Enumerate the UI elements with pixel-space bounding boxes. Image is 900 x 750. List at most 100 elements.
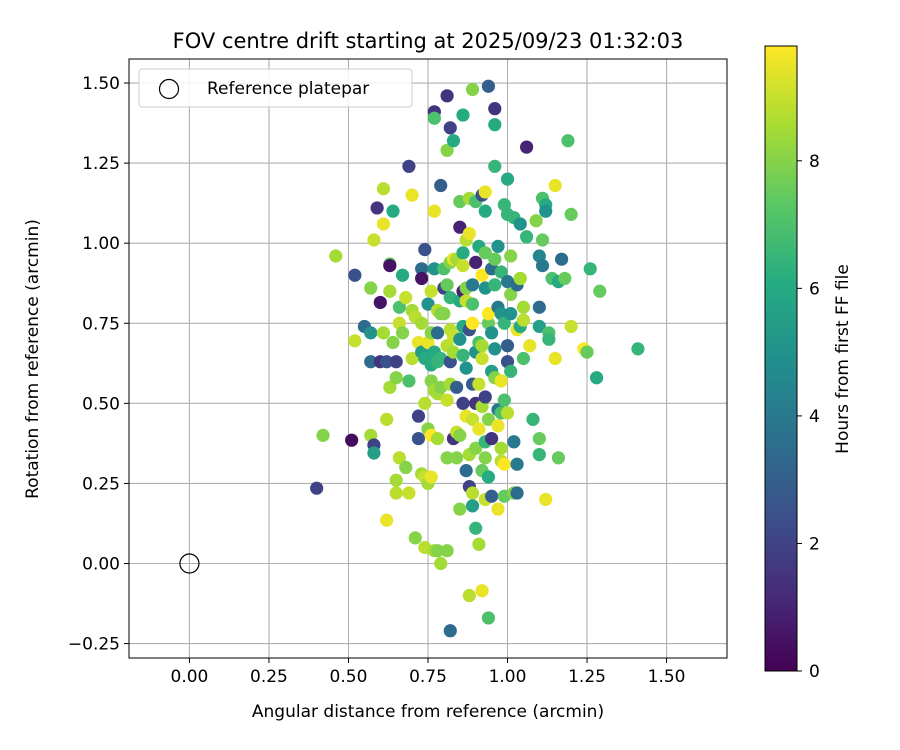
data-point: [389, 355, 403, 369]
data-point: [510, 486, 524, 500]
data-point: [478, 204, 492, 218]
data-point: [389, 486, 403, 500]
data-point: [456, 348, 470, 362]
data-point: [440, 451, 454, 465]
colorbar-tick-label: 4: [809, 407, 820, 427]
colorbar-gradient: [764, 45, 798, 672]
data-point: [469, 255, 483, 270]
data-point: [494, 265, 508, 279]
data-point: [485, 431, 499, 446]
y-tick-label: 0.25: [82, 474, 120, 494]
data-point: [465, 278, 480, 292]
data-point: [411, 431, 426, 446]
data-point: [532, 300, 546, 314]
data-point: [427, 204, 441, 218]
data-point: [364, 355, 378, 369]
data-point: [504, 249, 518, 263]
y-tick-label: 0.50: [82, 394, 120, 414]
colorbar-tick-label: 8: [809, 152, 820, 172]
data-point: [478, 185, 492, 199]
data-point: [376, 326, 391, 340]
data-point: [405, 188, 419, 202]
data-point: [488, 278, 502, 292]
data-point: [402, 486, 416, 500]
data-point: [535, 233, 550, 247]
data-point: [532, 447, 546, 462]
data-point: [469, 521, 483, 535]
data-point: [430, 431, 445, 446]
y-tick-label: −0.25: [68, 635, 120, 655]
data-point: [345, 433, 359, 447]
data-point: [418, 242, 432, 257]
data-point: [475, 268, 489, 282]
reference-marker-layer: [179, 553, 200, 574]
data-point: [497, 457, 511, 471]
data-point: [465, 499, 480, 513]
data-point: [424, 284, 438, 298]
data-point: [526, 412, 540, 426]
data-point: [440, 143, 454, 157]
data-point: [376, 182, 391, 196]
data-point: [488, 118, 502, 132]
data-point: [497, 393, 511, 407]
data-point: [485, 326, 499, 340]
data-point: [386, 335, 400, 350]
data-point: [434, 178, 448, 193]
data-point: [520, 140, 534, 154]
data-point: [491, 239, 505, 253]
data-point: [481, 470, 496, 484]
data-point: [583, 262, 597, 276]
data-point: [481, 307, 496, 321]
data-point: [465, 316, 480, 330]
data-point: [497, 316, 511, 330]
reference-platepar-marker: [179, 553, 200, 574]
data-point: [424, 470, 438, 484]
colorbar-ticks: 0 2 4 6 8: [797, 152, 820, 682]
data-point: [389, 473, 403, 487]
data-point: [446, 134, 461, 148]
data-point: [475, 339, 489, 353]
data-point: [450, 380, 464, 394]
y-tick-label: 1.25: [82, 154, 120, 174]
data-point: [548, 178, 562, 193]
data-point: [535, 259, 550, 273]
x-tick-label: 0.75: [409, 667, 447, 687]
x-axis-label: Angular distance from reference (arcmin): [252, 702, 604, 722]
data-point: [523, 339, 537, 353]
data-point: [430, 544, 445, 558]
data-point: [532, 319, 546, 334]
data-point: [450, 451, 464, 465]
data-point: [472, 537, 486, 551]
data-point: [510, 457, 524, 471]
data-point: [564, 319, 578, 334]
legend-reference-marker: [158, 78, 180, 100]
data-point: [440, 278, 454, 292]
data-point: [475, 351, 489, 366]
data-point: [453, 332, 467, 346]
x-tick-label: 0.25: [250, 667, 288, 687]
data-point: [516, 300, 531, 314]
x-tick-label: 1.50: [648, 667, 686, 687]
data-point: [589, 371, 604, 385]
data-point: [488, 159, 502, 173]
data-point: [364, 281, 378, 295]
data-point: [386, 204, 400, 218]
data-point: [465, 412, 480, 426]
data-point: [408, 531, 422, 545]
data-point: [383, 259, 397, 273]
data-point: [370, 201, 384, 215]
data-point: [481, 611, 496, 625]
data-point: [411, 409, 426, 423]
data-point: [465, 82, 480, 97]
data-point: [475, 584, 489, 598]
data-point: [399, 291, 413, 305]
data-point: [329, 249, 343, 263]
data-point: [465, 297, 480, 311]
x-tick-label: 0.50: [330, 667, 368, 687]
data-point: [516, 351, 531, 366]
legend: Reference platepar: [138, 68, 413, 108]
legend-box: [138, 68, 413, 108]
data-point: [383, 284, 397, 298]
data-point: [453, 502, 467, 516]
data-point: [364, 326, 378, 340]
